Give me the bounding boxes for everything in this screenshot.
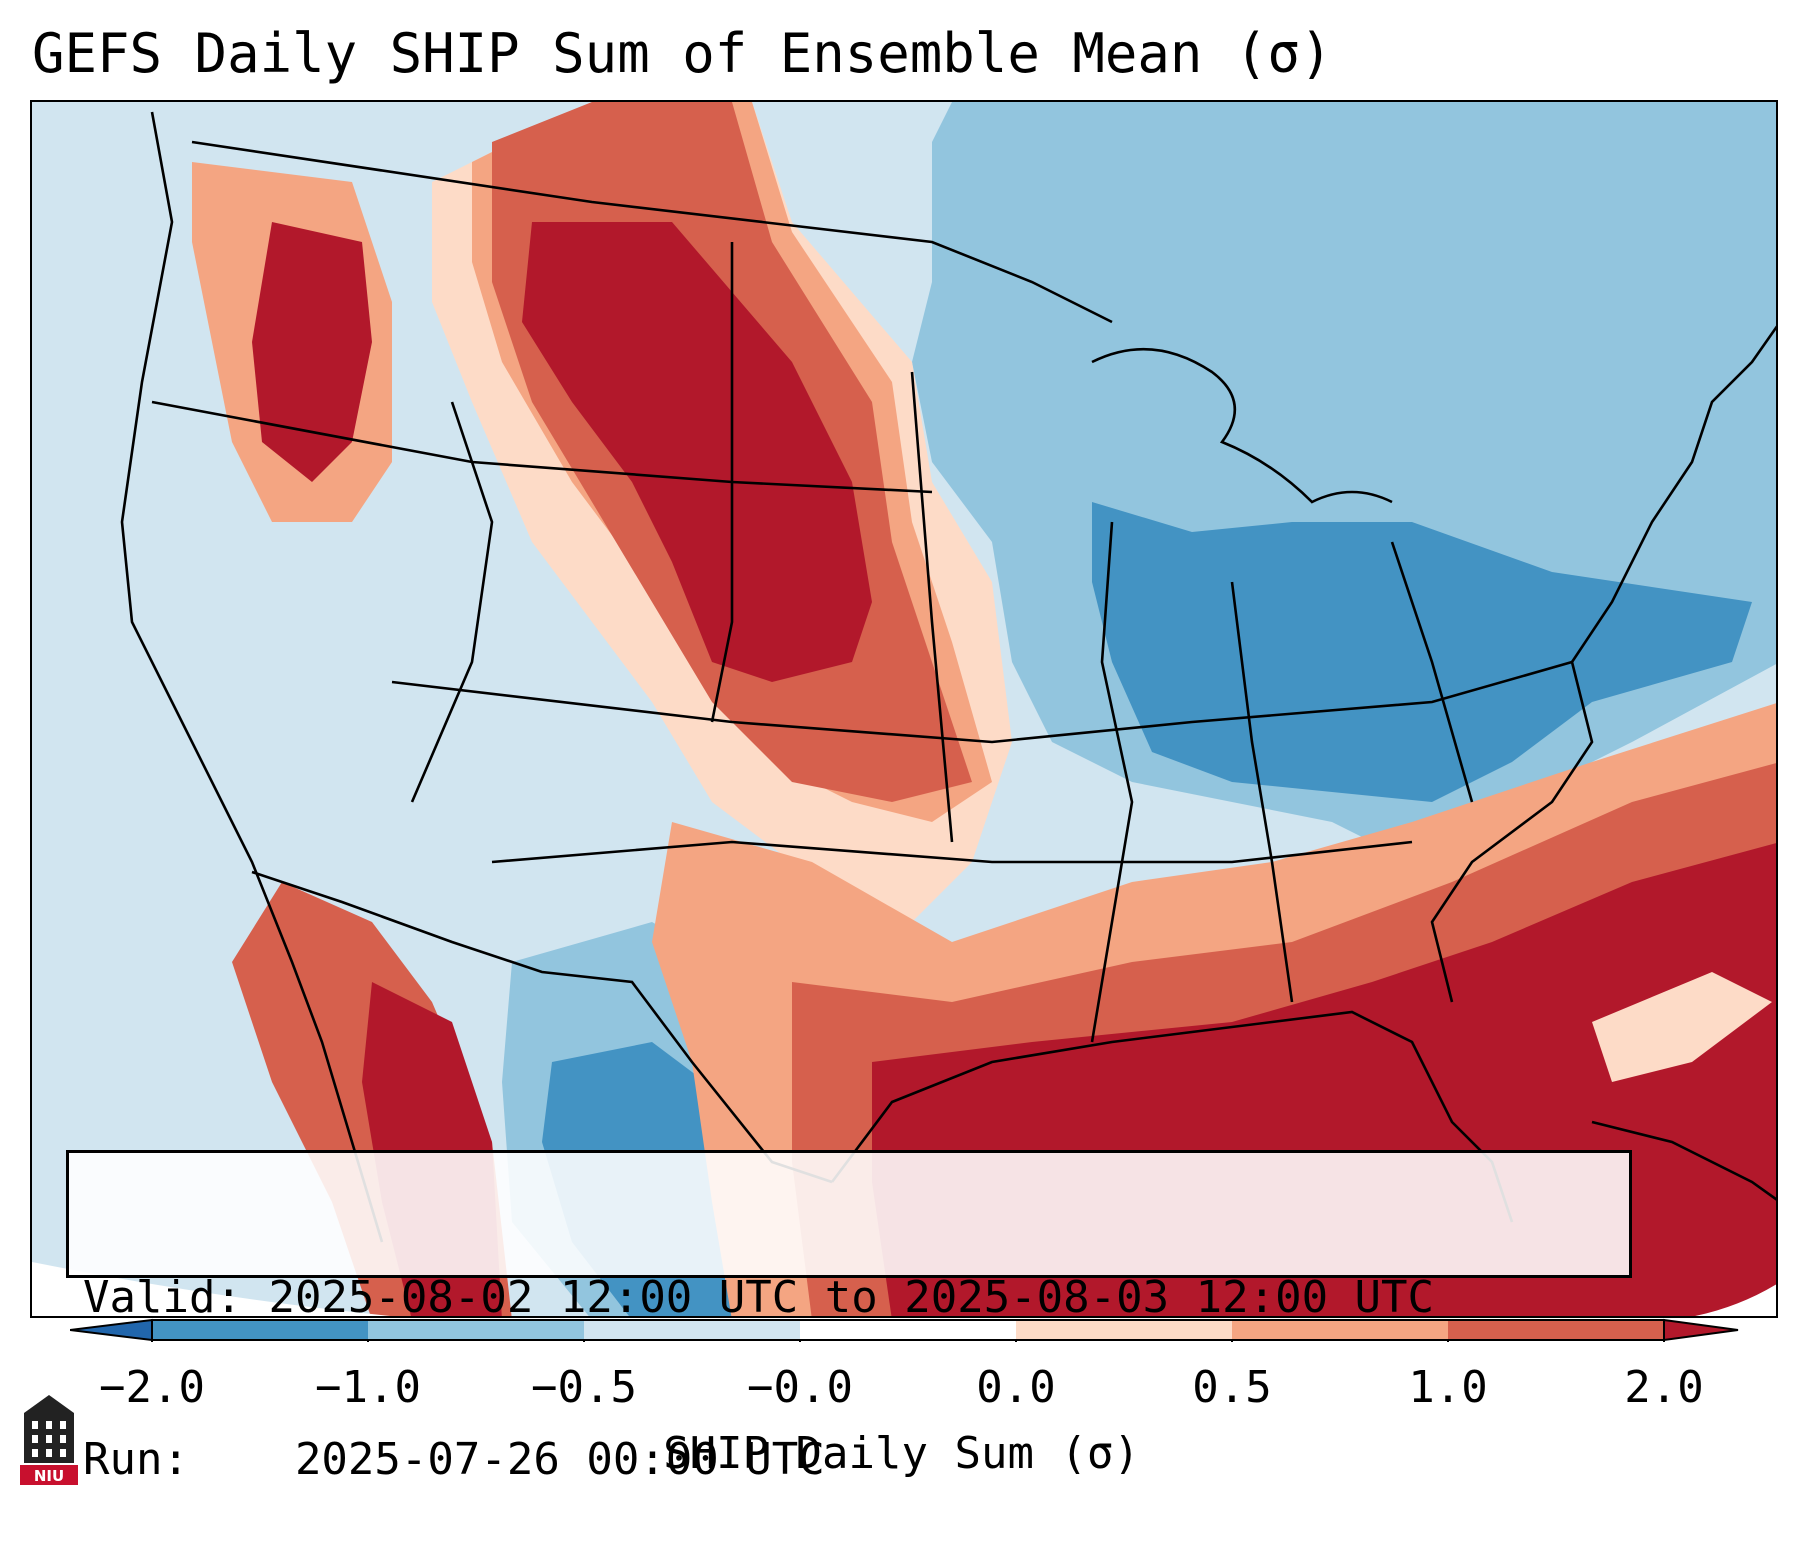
anomaly-region-red-max-plains	[522, 222, 872, 682]
colorbar-tick-label: 2.0	[1624, 1362, 1704, 1413]
valid-line: Valid: 2025-08-02 12:00 UTC to 2025-08-0…	[83, 1271, 1629, 1325]
valid-value: 2025-08-02 12:00 UTC to 2025-08-03 12:00…	[268, 1272, 1435, 1323]
anomaly-region-blue-ohio	[1092, 502, 1752, 802]
political-boundaries	[120, 111, 1776, 1243]
colorbar-bin-2	[368, 1320, 584, 1340]
state-line-east-2	[1390, 541, 1474, 803]
colorbar	[70, 1318, 1739, 1342]
colorbar-bin-4	[800, 1320, 1016, 1340]
projection-edge-left	[32, 1262, 391, 1316]
mexico-border	[251, 870, 833, 1184]
colorbar-tick-label: −0.0	[747, 1362, 853, 1413]
canada-border	[191, 140, 1113, 324]
east-coastline	[1430, 325, 1776, 1003]
gulf-coastline	[830, 1010, 1514, 1223]
colorbar-tick-label: −1.0	[315, 1362, 421, 1413]
colorbar-tick-label: −2.0	[99, 1362, 205, 1413]
cuba-outline	[1591, 1120, 1776, 1201]
map-canvas	[32, 102, 1776, 1316]
anomaly-region-red-pnw-core	[252, 222, 372, 482]
state-line-plains-1	[710, 242, 734, 723]
colorbar-tick-label: 0.5	[1192, 1362, 1272, 1413]
great-lakes-outline	[1091, 347, 1393, 504]
colorbar-tick-label: 1.0	[1408, 1362, 1488, 1413]
colorbar-bin-6	[1232, 1320, 1448, 1340]
colorbar-label: SHIP Daily Sum (σ)	[663, 1428, 1140, 1479]
anomaly-region-atlantic-streak	[1592, 972, 1772, 1082]
colorbar-bin-3	[584, 1320, 800, 1340]
state-line-mississippi	[1090, 521, 1134, 1043]
colorbar-tick-label: 0.0	[976, 1362, 1056, 1413]
map-title: GEFS Daily SHIP Sum of Ensemble Mean (σ)	[32, 22, 1333, 85]
state-line-plains-2	[910, 371, 954, 843]
colorbar-tick-label: −0.5	[531, 1362, 637, 1413]
niu-tower-logo-icon: NIU	[20, 1395, 78, 1485]
colorbar-extend-high	[1663, 1318, 1739, 1342]
valid-run-infobox: Valid: 2025-08-02 12:00 UTC to 2025-08-0…	[66, 1150, 1632, 1485]
colorbar-bin-1	[152, 1320, 368, 1340]
colorbar-bin-7	[1448, 1320, 1664, 1340]
run-line: Run: 2025-07-26 00:00 UTC	[83, 1433, 1629, 1487]
state-line-horizontal-2	[391, 660, 1573, 744]
colorbar-outline	[151, 1319, 1665, 1341]
state-line-horizontal-1	[151, 400, 933, 494]
colorbar-bin-5	[1016, 1320, 1232, 1340]
run-value: 2025-07-26 00:00 UTC	[294, 1434, 825, 1485]
state-line-horizontal-3	[491, 840, 1413, 864]
colorbar-ticks	[151, 1340, 1665, 1342]
state-line-east-1	[1230, 581, 1294, 1003]
logo-text: NIU	[34, 1467, 64, 1485]
west-coastline	[120, 111, 384, 1243]
anomaly-map	[30, 100, 1778, 1318]
colorbar-extend-low	[70, 1318, 153, 1342]
projection-edge-right	[1695, 1284, 1776, 1316]
valid-label: Valid:	[83, 1272, 242, 1323]
run-label: Run:	[83, 1434, 189, 1485]
